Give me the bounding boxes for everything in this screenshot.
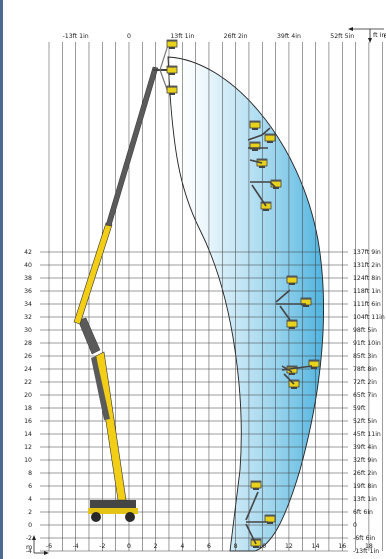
x-tick-label: 8 [234,543,238,550]
y-tick-label: 12 [24,444,32,451]
y-tick-label-imperial: 32ft 9in [353,457,377,464]
basket-icon [166,39,178,50]
x-axis-imperial-labels: -13ft 1in 0 13ft 1in 26ft 2in 39ft 4in 52ft 5… [63,33,386,40]
y-tick-label: -4 [26,548,32,555]
y-tick-label: 40 [24,262,32,269]
x-tick-label: 14 [312,543,320,550]
y-tick-label-imperial: 78ft 8in [353,366,377,373]
y-tick-label-imperial: 13ft 1in [353,496,377,503]
y-tick-label-imperial: 98ft 5in [353,327,377,334]
basket-arms [245,127,313,545]
jib-arm [159,44,169,71]
y-tick-label-imperial: 39ft 4in [353,444,377,451]
y-tick-label: 22 [24,379,32,386]
machine-chassis-stripe [88,508,138,514]
y-tick-label-imperial: 91ft 10in [353,340,381,347]
imperial-unit-label: ft in [373,31,386,39]
x-tick-label: 6 [207,543,211,550]
y-tick-label-imperial: 19ft 8in [353,483,377,490]
y-tick-label-imperial: 0 [353,522,357,529]
y-tick-label-imperial: 118ft 1in [353,288,381,295]
x-tick-label: 16 [338,543,346,550]
y-tick-label-imperial: 52ft 5in [353,418,377,425]
x-tick-label: 10 [258,543,266,550]
grid-lines [40,42,383,552]
metric-unit-indicator: m [26,535,49,555]
y-tick-label-imperial: 72ft 2in [353,379,377,386]
x-tick-label: 12 [285,543,293,550]
lower-boom [95,351,127,501]
y-tick-label-imperial: 6ft 6in [353,509,373,516]
y-axis-metric-labels: -4-2024681012141618202224262830323436384… [24,249,32,555]
y-tick-label: 10 [24,457,32,464]
x-tick-label-imperial: 39ft 4in [277,33,301,40]
x-tick-label: -6 [46,543,52,550]
x-tick-label: 2 [154,543,158,550]
y-tick-label-imperial: -13ft 1in [353,548,379,555]
arrow-icon [368,38,372,43]
y-tick-label: 18 [24,405,32,412]
y-tick-label-imperial: 26ft 2in [353,470,377,477]
y-tick-label: 0 [28,522,32,529]
y-tick-label: 38 [24,275,32,282]
x-tick-label: 0 [127,543,131,550]
y-tick-label: 28 [24,340,32,347]
y-tick-label-imperial: 124ft 8in [353,275,381,282]
y-tick-label: 36 [24,288,32,295]
y-tick-label: 16 [24,418,32,425]
y-tick-label: 8 [28,470,32,477]
y-tick-label-imperial: 45ft 11in [353,431,381,438]
y-tick-label: 32 [24,314,32,321]
upper-boom [73,222,113,325]
arrow-icon [44,551,49,555]
x-tick-label-imperial: 0 [127,33,131,40]
y-tick-label: 34 [24,301,32,308]
telescope-section [105,66,159,227]
x-tick-label: -4 [73,543,79,550]
y-tick-label-imperial: 104ft 11in [353,314,385,321]
metric-unit-label: m [26,543,32,551]
y-tick-label: 2 [28,509,32,516]
x-tick-label: 18 [365,543,373,550]
y-tick-label: 26 [24,353,32,360]
y-tick-label-imperial: 137ft 9in [353,249,381,256]
y-tick-label: 4 [28,496,32,503]
x-tick-label-imperial: -13ft 1in [63,33,89,40]
x-tick-label-imperial: 52ft 5in [330,33,354,40]
arrow-icon [348,27,353,31]
y-tick-label: 6 [28,483,32,490]
arrow-icon [32,535,36,540]
x-tick-label-imperial: 65ft 7in [384,33,386,40]
y-tick-label: 20 [24,392,32,399]
riser-arm [77,317,101,355]
y-tick-label: 30 [24,327,32,334]
y-tick-label-imperial: 85ft 3in [353,353,377,360]
lower-boom-section [91,356,110,420]
y-tick-label: 24 [24,366,32,373]
machine-wheel [91,512,101,522]
imperial-unit-indicator: ft in [348,27,386,43]
y-tick-label: -2 [26,535,32,542]
x-tick-label-imperial: 26ft 2in [224,33,248,40]
machine-wheel [125,512,135,522]
y-axis-imperial-labels: -13ft 1in -6ft 6in 0 6ft 6in 13ft 1in 19ft 8i… [353,249,385,555]
y-tick-label: 14 [24,431,32,438]
y-tick-label-imperial: 111ft 6in [353,301,381,308]
x-tick-label: 4 [180,543,184,550]
y-tick-label: 42 [24,249,32,256]
y-tick-label-imperial: 59ft [353,405,366,412]
machine-icon [73,44,170,522]
x-tick-label-imperial: 13ft 1in [170,33,194,40]
y-tick-label-imperial: 131ft 2in [353,262,381,269]
y-tick-label-imperial: -6ft 6in [353,535,375,542]
x-tick-label: -2 [99,543,105,550]
y-tick-label-imperial: 65ft 7in [353,392,377,399]
